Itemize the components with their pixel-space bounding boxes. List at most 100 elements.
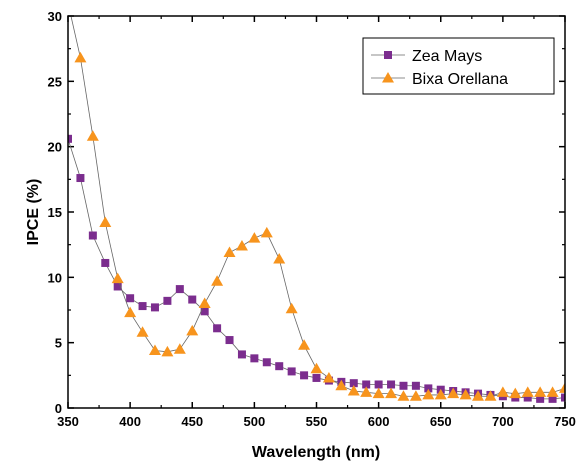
data-point (250, 354, 259, 363)
data-point (561, 393, 565, 402)
data-point (111, 272, 124, 284)
data-point (163, 296, 172, 305)
data-point (424, 384, 433, 393)
data-point (374, 380, 383, 389)
data-point (88, 231, 97, 240)
y-tick-label: 10 (48, 270, 62, 285)
data-point (223, 246, 236, 258)
data-point (312, 373, 321, 382)
legend-label: Zea Mays (412, 48, 482, 65)
data-point (101, 258, 110, 267)
data-point (287, 367, 296, 376)
x-tick-label: 350 (57, 414, 79, 429)
data-point (534, 386, 547, 397)
data-point (76, 174, 85, 183)
plot-frame (67, 15, 566, 409)
data-point (148, 344, 161, 356)
series-line (68, 138, 565, 400)
legend: Zea Mays Bixa Orellana (362, 37, 555, 95)
data-point (411, 381, 420, 390)
x-tick-label: 600 (368, 414, 390, 429)
data-point (126, 294, 135, 303)
data-point (372, 387, 385, 399)
x-tick-label: 500 (244, 414, 266, 429)
data-point (521, 386, 534, 397)
data-point (124, 306, 137, 318)
data-point (347, 385, 360, 396)
legend-entry: Bixa Orellana (371, 71, 508, 88)
data-point (559, 382, 565, 393)
data-point (300, 371, 309, 380)
data-point (548, 394, 557, 403)
y-tick-label: 15 (48, 205, 62, 220)
data-point (175, 285, 184, 294)
data-point (422, 388, 435, 400)
legend-entry: Zea Mays (371, 48, 482, 65)
data-point (484, 390, 497, 401)
data-point (335, 379, 348, 391)
data-point (211, 275, 224, 286)
data-point (509, 387, 522, 399)
data-point (113, 282, 122, 291)
data-point (459, 388, 472, 400)
data-point (213, 324, 222, 333)
x-axis-title: Wavelength (nm) (252, 444, 380, 461)
legend-box (362, 37, 555, 95)
data-point (186, 324, 199, 336)
y-tick-label: 0 (55, 401, 62, 416)
data-point (310, 362, 323, 374)
data-point (260, 226, 273, 238)
data-point (387, 380, 396, 389)
data-point (188, 295, 197, 304)
data-point (285, 302, 298, 314)
y-tick-label: 30 (48, 9, 62, 24)
data-point (150, 303, 159, 312)
data-point (86, 130, 99, 141)
data-point (385, 387, 398, 399)
x-tick-label: 400 (119, 414, 141, 429)
data-point (138, 302, 147, 311)
axes: 350 400 450 500 550 600 650 700 750 0 5 10 15 20 25 30 (48, 9, 576, 429)
data-point (62, 0, 74, 7)
data-point (235, 239, 248, 251)
series-0 (68, 134, 565, 403)
data-point (298, 339, 311, 350)
legend-label: Bixa Orellana (412, 71, 508, 88)
data-point (68, 134, 72, 143)
data-point (136, 326, 149, 337)
data-point (409, 390, 422, 401)
legend-marker (384, 51, 392, 59)
data-point (273, 253, 286, 264)
y-tick-label: 25 (48, 74, 62, 89)
y-tick-label: 20 (48, 140, 62, 155)
x-tick-label: 450 (181, 414, 203, 429)
data-point (225, 336, 234, 345)
x-tick-label: 550 (306, 414, 328, 429)
legend-marker (382, 72, 394, 83)
data-point (99, 216, 112, 227)
data-point (248, 232, 261, 243)
data-point (349, 379, 358, 388)
x-tick-label: 650 (430, 414, 452, 429)
y-axis-title: IPCE (%) (25, 179, 42, 246)
data-point (397, 390, 410, 401)
data-point (399, 381, 408, 390)
data-point (472, 390, 485, 401)
data-point (275, 362, 284, 371)
data-point (546, 386, 559, 397)
data-series (62, 0, 565, 403)
data-point (200, 307, 209, 316)
data-point (74, 51, 87, 63)
data-point (362, 380, 371, 389)
data-point (262, 358, 271, 367)
data-point (161, 345, 174, 357)
data-point (322, 371, 335, 383)
data-point (173, 343, 186, 354)
data-point (360, 386, 373, 397)
data-point (447, 387, 460, 399)
series-1 (62, 0, 565, 401)
data-point (496, 386, 509, 397)
y-tick-label: 5 (55, 336, 62, 351)
x-tick-label: 750 (554, 414, 576, 429)
